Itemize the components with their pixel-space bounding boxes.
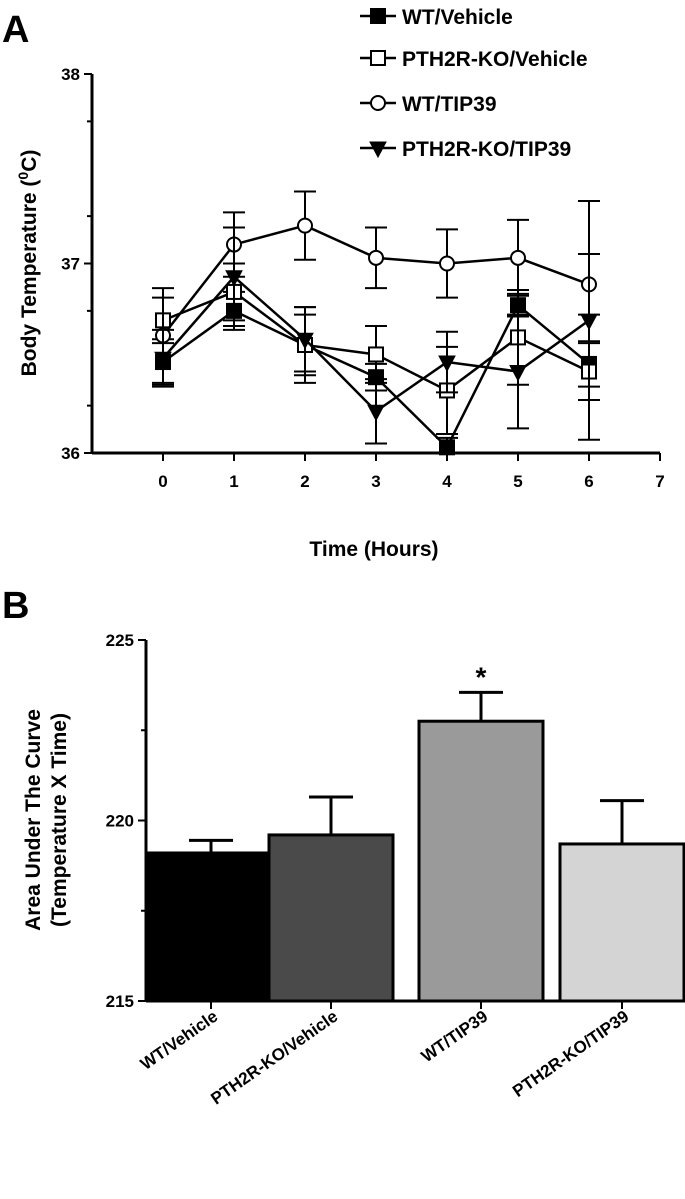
bar-wt-tip39: WT/TIP39 * [417,661,545,1066]
bar-y-tick-label: 220 [106,812,134,831]
legend-marker [370,8,386,24]
x-tick-label: 4 [442,472,452,491]
y-tick-label: 38 [61,65,80,84]
data-point [297,217,313,234]
legend-item-pth2r-ko-tip39: PTH2R-KO/TIP39 [360,138,571,161]
legend: WT/Vehicle PTH2R-KO/Vehicle WT/TIP39 PTH2R-… [360,6,588,161]
legend-marker [369,141,387,159]
x-tick-label: 0 [158,472,167,491]
legend-label: PTH2R-KO/Vehicle [402,48,588,71]
bar-category-label: PTH2R-KO/TIP39 [509,1007,632,1101]
y-tick-label: 37 [61,255,80,274]
bar-tick-group: 215 220 225 [106,631,146,1011]
series-group [152,190,600,456]
panel-a: A Body Temperature (0C) Time (Hours) 0 1 2… [2,6,665,561]
legend-marker [370,95,386,111]
x-tick-label: 2 [300,472,309,491]
data-point [225,270,243,287]
bar [417,719,545,1003]
bar-pth2r-ko-vehicle: PTH2R-KO/Vehicle [207,795,395,1109]
bar-category-label: WT/TIP39 [418,1007,492,1066]
y-axis-title: Body Temperature (0C) [15,150,41,377]
y-tick-label: 36 [61,444,80,463]
legend-item-wt-tip39: WT/TIP39 [360,93,497,116]
data-point [438,355,456,373]
series-wt-tip39 [152,190,600,384]
panel-b-letter: B [2,585,29,627]
data-point [368,346,384,363]
data-point [509,365,527,382]
data-point [439,439,455,456]
bar [558,842,685,1003]
tick-group: 0 1 2 3 4 5 6 7 36 37 38 [61,65,665,491]
data-point [367,404,385,422]
legend-item-pth2r-ko-vehicle: PTH2R-KO/Vehicle [360,48,588,71]
data-point [368,249,384,266]
bar [267,833,395,1003]
significance-marker: * [476,661,487,692]
legend-label: WT/Vehicle [402,6,513,29]
bar-y-tick-label: 225 [106,631,134,650]
x-tick-label: 5 [513,472,522,491]
panel-a-letter: A [2,9,29,51]
bar-y-axis-title-line1: Area Under The Curve [22,709,45,931]
legend-label: WT/TIP39 [402,93,497,116]
data-point [510,249,526,266]
data-point [296,332,314,350]
bar-wt-vehicle: WT/Vehicle [137,838,275,1074]
data-point [580,313,598,331]
data-point [154,351,172,369]
x-tick-label: 6 [584,472,593,491]
x-tick-label: 3 [371,472,380,491]
legend-label: PTH2R-KO/TIP39 [402,138,571,161]
bar-category-label: PTH2R-KO/Vehicle [207,1007,341,1109]
x-tick-label: 1 [229,472,238,491]
bar-y-axis-title-line2: (Temperature X Time) [48,713,71,927]
bar-category-label: WT/Vehicle [137,1007,221,1074]
panel-b: B Area Under The Curve (Temperature X Ti… [2,585,685,1109]
series-pth2r-ko-tip39 [152,199,600,445]
legend-item-wt-vehicle: WT/Vehicle [360,6,513,29]
bar-y-tick-label: 215 [106,992,134,1011]
x-axis-title: Time (Hours) [309,538,438,561]
x-tick-label: 7 [655,472,664,491]
bar [147,851,275,1003]
legend-marker [370,50,386,66]
data-point [439,255,455,272]
